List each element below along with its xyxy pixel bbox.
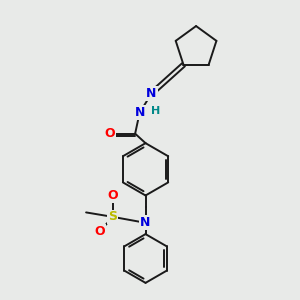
Text: O: O bbox=[107, 189, 118, 202]
Text: O: O bbox=[105, 127, 115, 140]
Text: N: N bbox=[146, 87, 157, 100]
Text: S: S bbox=[108, 210, 117, 224]
Text: N: N bbox=[134, 106, 145, 119]
Text: N: N bbox=[140, 216, 151, 229]
Text: H: H bbox=[151, 106, 160, 116]
Text: O: O bbox=[94, 225, 105, 238]
